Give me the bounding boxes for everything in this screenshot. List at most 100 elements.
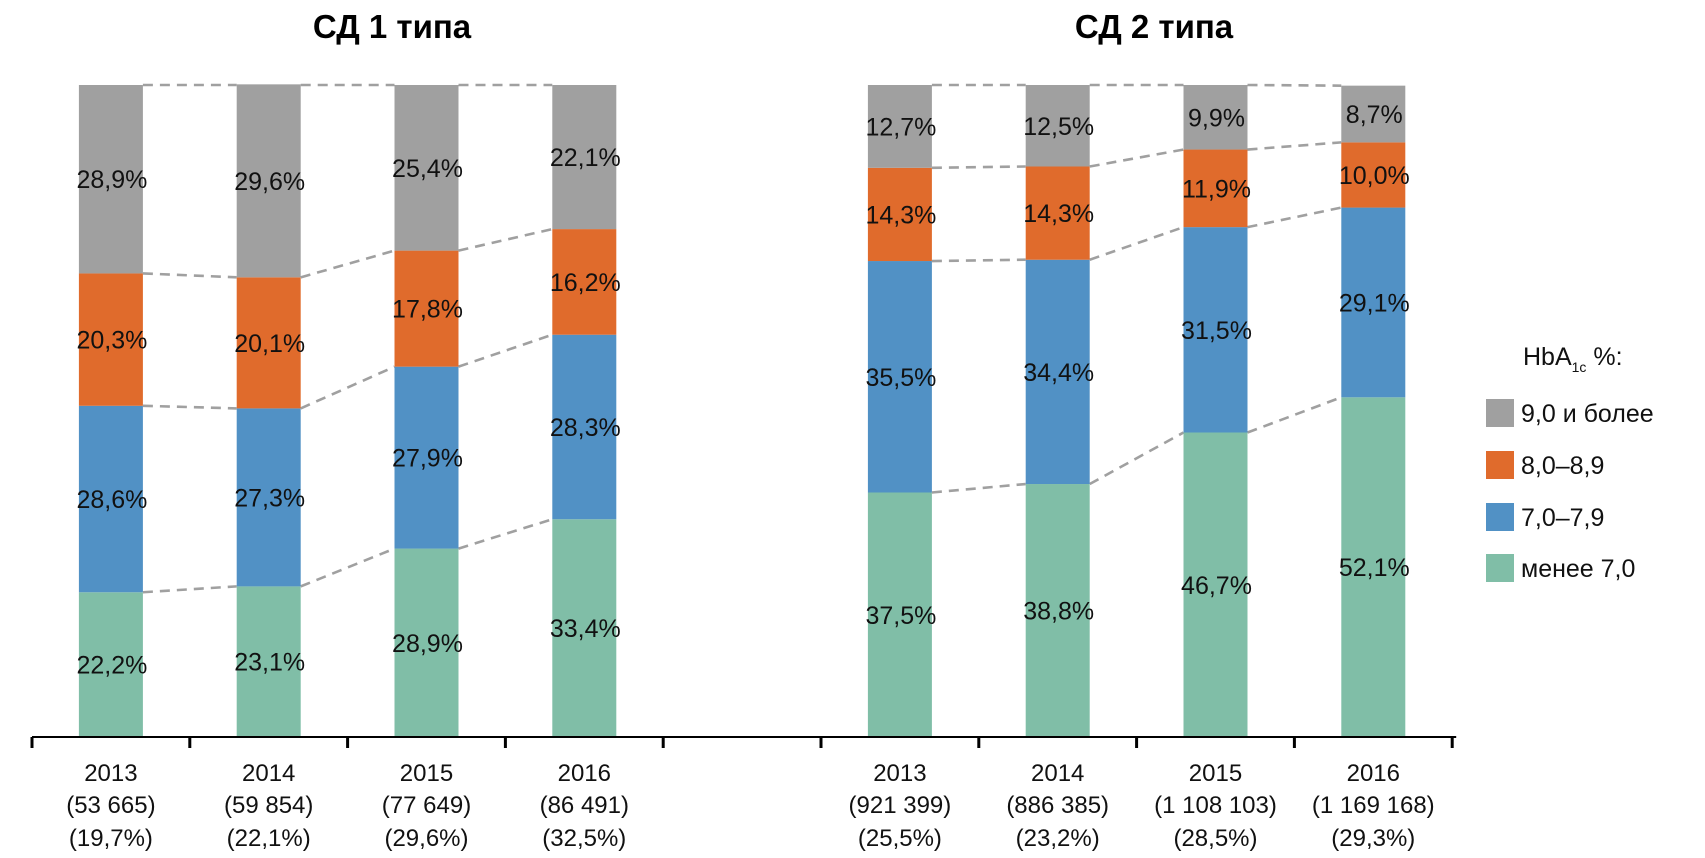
legend: HbA1c %: 9,0 и более 8,0–8,9 7,0–7,9 менее …	[1486, 343, 1654, 583]
legend-item-ge9: 9,0 и более	[1486, 399, 1654, 428]
x-label-year: 2015	[1189, 760, 1242, 787]
x-label-year: 2013	[84, 760, 137, 787]
connector-line	[931, 165, 1026, 170]
bars	[78, 84, 1406, 737]
x-label-share: (25,5%)	[858, 825, 942, 852]
bar-type1-2016	[552, 85, 617, 737]
connector-line	[1247, 206, 1342, 229]
legend-items: 9,0 и более 8,0–8,9 7,0–7,9 менее 7,0	[1486, 399, 1654, 583]
segment-label-ge9: 28,9%	[76, 166, 147, 194]
segment-label-7to79: 35,5%	[865, 364, 936, 392]
x-label-share: (19,7%)	[69, 825, 153, 852]
x-label-n: (86 491)	[540, 792, 629, 819]
bar-segment-ge9	[394, 85, 459, 251]
x-label-year: 2014	[1031, 760, 1084, 787]
bar-segment-7to79	[1341, 207, 1406, 398]
legend-label: менее 7,0	[1521, 555, 1635, 583]
panel-title-type2: СД 2 типа	[1075, 8, 1234, 45]
segment-label-lt7: 38,8%	[1023, 598, 1094, 626]
x-label-year: 2013	[873, 760, 926, 787]
connector-line	[1089, 148, 1184, 168]
connector-lines	[142, 83, 1342, 594]
bar-segment-ge9	[1183, 85, 1248, 150]
bar-segment-8to89	[552, 229, 617, 335]
x-label-share: (23,2%)	[1016, 825, 1100, 852]
segment-label-lt7: 23,1%	[234, 649, 305, 677]
segment-label-8to89: 14,3%	[1023, 200, 1094, 228]
bar-segment-lt7	[236, 586, 301, 737]
x-label-share: (28,5%)	[1173, 825, 1257, 852]
x-label-share: (29,6%)	[384, 825, 468, 852]
segment-label-7to79: 28,3%	[550, 414, 621, 442]
connector-line	[142, 585, 237, 594]
legend-label: 9,0 и более	[1521, 400, 1654, 428]
bar-type1-2015	[394, 85, 459, 737]
segment-label-lt7: 37,5%	[865, 602, 936, 630]
bar-segment-8to89	[1025, 166, 1090, 260]
segment-label-8to89: 10,0%	[1339, 162, 1410, 190]
x-label-year: 2016	[558, 760, 611, 787]
bar-segment-8to89	[867, 167, 932, 262]
bar-type2-2016	[1341, 85, 1406, 737]
segment-label-8to89: 20,3%	[76, 327, 147, 355]
bar-type2-2013	[867, 85, 932, 737]
x-label-share: (22,1%)	[227, 825, 311, 852]
connector-line	[300, 365, 396, 410]
x-label-n: (77 649)	[382, 792, 471, 819]
segment-label-lt7: 33,4%	[550, 615, 621, 643]
x-label-n: (53 665)	[66, 792, 155, 819]
bar-segment-8to89	[394, 250, 459, 367]
bar-segment-lt7	[1025, 484, 1090, 737]
connector-line	[1089, 431, 1185, 486]
segment-label-7to79: 27,3%	[234, 484, 305, 512]
segment-label-8to89: 20,1%	[234, 330, 305, 358]
legend-label: 8,0–8,9	[1521, 452, 1604, 480]
bar-segment-7to79	[394, 366, 459, 549]
segment-label-8to89: 16,2%	[550, 269, 621, 297]
bar-segment-7to79	[236, 408, 301, 587]
connector-line	[458, 333, 553, 368]
segment-label-7to79: 27,9%	[392, 445, 463, 473]
bar-segment-lt7	[1341, 397, 1406, 737]
segment-label-lt7: 52,1%	[1339, 554, 1410, 582]
connector-line	[458, 517, 553, 550]
bar-segment-ge9	[867, 85, 932, 168]
legend-swatch	[1486, 503, 1514, 531]
legend-item-lt7: менее 7,0	[1486, 554, 1635, 583]
x-axis-labels: 2013 (53 665) (19,7%) 2014 (59 854) (22,1%) 20…	[66, 760, 1434, 852]
x-label-year: 2015	[400, 760, 453, 787]
segment-label-ge9: 12,7%	[865, 113, 936, 141]
segment-label-7to79: 31,5%	[1181, 317, 1252, 345]
legend-item-7to79: 7,0–7,9	[1486, 503, 1604, 532]
connector-line	[931, 258, 1026, 263]
connector-line	[1247, 83, 1342, 87]
connector-line	[458, 227, 553, 252]
legend-swatch	[1486, 451, 1514, 479]
x-label-share: (32,5%)	[542, 825, 626, 852]
bar-type1-2013	[78, 85, 143, 737]
bar-segment-lt7	[394, 548, 459, 737]
legend-title-subscript: 1c	[1572, 359, 1587, 375]
bar-segment-7to79	[552, 334, 617, 520]
bar-segment-lt7	[867, 492, 932, 737]
x-label-n: (921 399)	[849, 792, 952, 819]
x-label-n: (886 385)	[1006, 792, 1109, 819]
bar-segment-ge9	[236, 84, 301, 278]
connector-line	[300, 547, 395, 588]
bar-type2-2015	[1183, 85, 1248, 737]
bar-segment-8to89	[236, 277, 301, 409]
legend-title: HbA1c %:	[1523, 343, 1623, 375]
connector-line	[142, 272, 237, 279]
x-axis	[30, 736, 1457, 748]
segment-labels: 22,2% 28,6% 20,3% 28,9% 23,1% 27,3% 20,1% 29,6%…	[76, 101, 1409, 680]
segment-label-ge9: 9,9%	[1188, 104, 1245, 132]
x-label-n: (1 108 103)	[1154, 792, 1277, 819]
x-label-year: 2014	[242, 760, 295, 787]
connector-line	[1089, 225, 1184, 261]
legend-swatch	[1486, 399, 1514, 427]
legend-label: 7,0–7,9	[1521, 504, 1604, 532]
segment-label-ge9: 22,1%	[550, 144, 621, 172]
segment-label-lt7: 28,9%	[392, 630, 463, 658]
x-label-share: (29,3%)	[1331, 825, 1415, 852]
